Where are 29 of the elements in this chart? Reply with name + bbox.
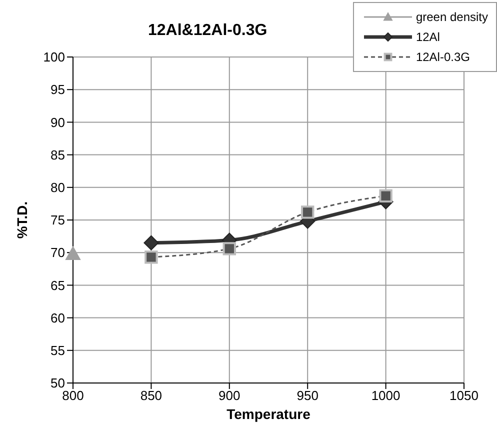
point [144,250,158,264]
y-tick-label: 75 [50,212,65,228]
y-tick-label: 85 [50,147,65,162]
y-tick-label: 100 [43,50,65,65]
y-tick-label: 60 [50,310,65,326]
point [222,242,236,256]
y-tick-label: 50 [50,376,65,391]
y-tick-label: 95 [50,82,65,98]
x-tick-label: 950 [296,388,318,404]
y-tick-label: 70 [50,245,65,260]
x-tick-label: 1000 [371,388,400,404]
point [379,189,392,202]
y-tick-label: 90 [50,114,65,130]
legend-label: 12Al [416,30,440,44]
point [66,246,80,260]
point [301,206,314,219]
chart-title: 12Al&12Al-0.3G [148,22,268,40]
y-tick-label: 80 [50,180,65,196]
y-tick-label: 65 [50,278,65,293]
x-tick-label: 800 [62,388,84,404]
x-tick-label: 850 [140,388,162,404]
y-axis-title: %T.D. [14,201,30,239]
x-axis-title: Temperature [226,406,311,422]
point [144,235,159,250]
y-tick-label: 55 [50,343,65,358]
x-tick-label: 1050 [450,388,478,404]
legend-label: 12Al-0.3G [416,50,470,64]
legend-label: green density [416,10,488,24]
x-tick-label: 900 [218,388,240,404]
